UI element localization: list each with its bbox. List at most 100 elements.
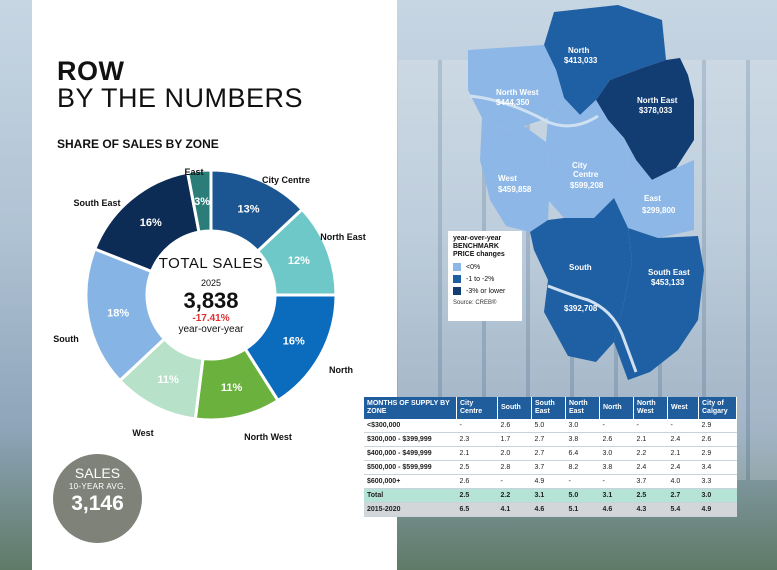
map-price-north-east: $378,033	[639, 106, 673, 115]
map-label-east: East	[644, 194, 661, 203]
table-cell: 3.0	[565, 419, 600, 433]
total-sales-label: TOTAL SALES	[158, 255, 264, 272]
map-region-north-west	[468, 45, 564, 130]
table-cell: $600,000+	[364, 474, 457, 489]
legend-label: <0%	[466, 263, 481, 271]
table-header-row: MONTHS OF SUPPLY BY ZONE City Centre Sou…	[364, 397, 737, 419]
ten-year-average-badge: SALES 10-YEAR AVG. 3,146	[53, 454, 142, 543]
total-sales-value: 3,838	[183, 288, 239, 313]
segment-percent-label: 13%	[238, 203, 260, 215]
legend-label: -3% or lower	[466, 287, 506, 295]
table-cell: 4.0	[667, 474, 699, 489]
map-label-west: West	[498, 174, 517, 183]
table-cell: 4.9	[531, 474, 566, 489]
legend-swatch	[453, 263, 461, 271]
page-title: ROW	[57, 56, 125, 86]
donut-center: TOTAL SALES 2025 3,838 -17.41% year-over…	[151, 255, 271, 336]
legend-item: <0%	[453, 263, 517, 271]
table-cell: 3.0	[599, 446, 634, 461]
legend-item: -3% or lower	[453, 287, 517, 295]
table-cell: 8.2	[565, 460, 600, 475]
map-price-east: $299,800	[642, 206, 676, 215]
table-header-cell: South	[497, 397, 532, 419]
table-cell: $300,000 - $399,999	[364, 432, 457, 447]
total-sales-change: -17.41%	[192, 313, 230, 324]
table-cell: 2.7	[667, 488, 699, 503]
map-price-south-east: $453,133	[651, 278, 685, 287]
table-cell: 3.1	[531, 488, 566, 503]
map-price-west: $459,858	[498, 185, 532, 194]
chart-title: SHARE OF SALES BY ZONE	[57, 137, 219, 151]
hist-row: 2015-2020 6.5 4.1 4.6 5.1 4.6 4.3 5.4 4.9	[364, 502, 737, 517]
table-cell: 4.6	[599, 502, 634, 517]
table-row: $300,000 - $399,999 2.3 1.7 2.7 3.8 2.6 2.1 2.4…	[364, 432, 737, 447]
zone-label: North East	[320, 232, 366, 242]
segment-percent-label: 11%	[221, 382, 243, 394]
map-price-city-centre: $599,208	[570, 181, 604, 190]
table-cell: 2.3	[456, 432, 498, 447]
table-cell: 3.8	[565, 432, 600, 447]
zone-label: West	[132, 428, 153, 438]
donut-hole	[147, 231, 275, 359]
table-cell: 3.3	[698, 474, 737, 489]
table-cell: 2.5	[456, 460, 498, 475]
table-cell: $400,000 - $499,999	[364, 446, 457, 461]
map-region-east	[614, 138, 694, 238]
map-label-city-centre: Centre	[573, 170, 599, 179]
table-cell: 2.2	[497, 488, 532, 503]
table-header-cell: North	[599, 397, 634, 419]
table-cell: 4.9	[698, 502, 737, 517]
map-label-city-centre: City	[572, 161, 588, 170]
table-cell: 2.2	[633, 446, 668, 461]
map-region-north	[544, 5, 666, 115]
table-cell: 2.5	[633, 488, 668, 503]
table-cell: 2.1	[456, 446, 498, 461]
table-row: $400,000 - $499,999 2.1 2.0 2.7 6.4 3.0 2.2 2.1…	[364, 446, 737, 461]
map-label-south: South	[569, 263, 592, 272]
segment-percent-label: 18%	[107, 308, 129, 320]
table-row: $600,000+ 2.6-4.9- -3.7 4.0 3.3	[364, 474, 737, 489]
zone-price-map: North $413,033 North West $444,350 North…	[468, 5, 704, 380]
average-sublabel: 10-YEAR AVG.	[68, 482, 127, 491]
table-cell: -	[633, 419, 668, 433]
table-cell: 2.4	[667, 432, 699, 447]
table-cell: 3.1	[599, 488, 634, 503]
table-cell: 2.7	[531, 432, 566, 447]
table-cell: 5.0	[531, 419, 566, 433]
segment-percent-label: 12%	[288, 255, 310, 267]
legend-swatch	[453, 275, 461, 283]
map-region-north-east	[596, 58, 694, 180]
map-region-city-centre	[546, 98, 630, 218]
table-cell: 2.4	[633, 460, 668, 475]
table-cell: 5.4	[667, 502, 699, 517]
map-legend: year-over-year BENCHMARK PRICE changes <…	[448, 231, 522, 321]
map-river	[547, 284, 638, 373]
table-header-cell: South East	[531, 397, 566, 419]
table-cell: 2.6	[698, 432, 737, 447]
total-row: Total 2.5 2.2 3.1 5.0 3.1 2.5 2.7 3.0	[364, 488, 737, 503]
map-price-north: $413,033	[564, 56, 598, 65]
table-cell: Total	[364, 488, 457, 503]
table-cell: -	[456, 419, 498, 433]
table-cell: 1.7	[497, 432, 532, 447]
table-cell: 2015-2020	[364, 502, 457, 517]
segment-percent-label: 3%	[194, 196, 210, 208]
table-row: $500,000 - $599,999 2.5 2.8 3.7 8.2 3.8 2.4 2.4…	[364, 460, 737, 475]
table-cell: 2.8	[497, 460, 532, 475]
map-price-north-west: $444,350	[496, 98, 530, 107]
table-cell: 4.6	[531, 502, 566, 517]
map-river	[469, 94, 599, 128]
table-cell: 2.7	[531, 446, 566, 461]
average-value: 3,146	[71, 492, 124, 515]
table-cell: 3.0	[698, 488, 737, 503]
table-cell: -	[599, 419, 634, 433]
legend-title: year-over-year BENCHMARK PRICE changes	[453, 235, 505, 258]
table-cell: 2.0	[497, 446, 532, 461]
table-cell: 6.4	[565, 446, 600, 461]
average-label: SALES	[74, 465, 121, 481]
segment-percent-label: 16%	[140, 217, 162, 229]
table-row: <$300,000-2.6 5.0 3.0- - -2.9	[364, 419, 737, 433]
table-cell: 2.6	[599, 432, 634, 447]
zone-label: South	[53, 334, 79, 344]
legend-item: -1 to -2%	[453, 275, 517, 283]
